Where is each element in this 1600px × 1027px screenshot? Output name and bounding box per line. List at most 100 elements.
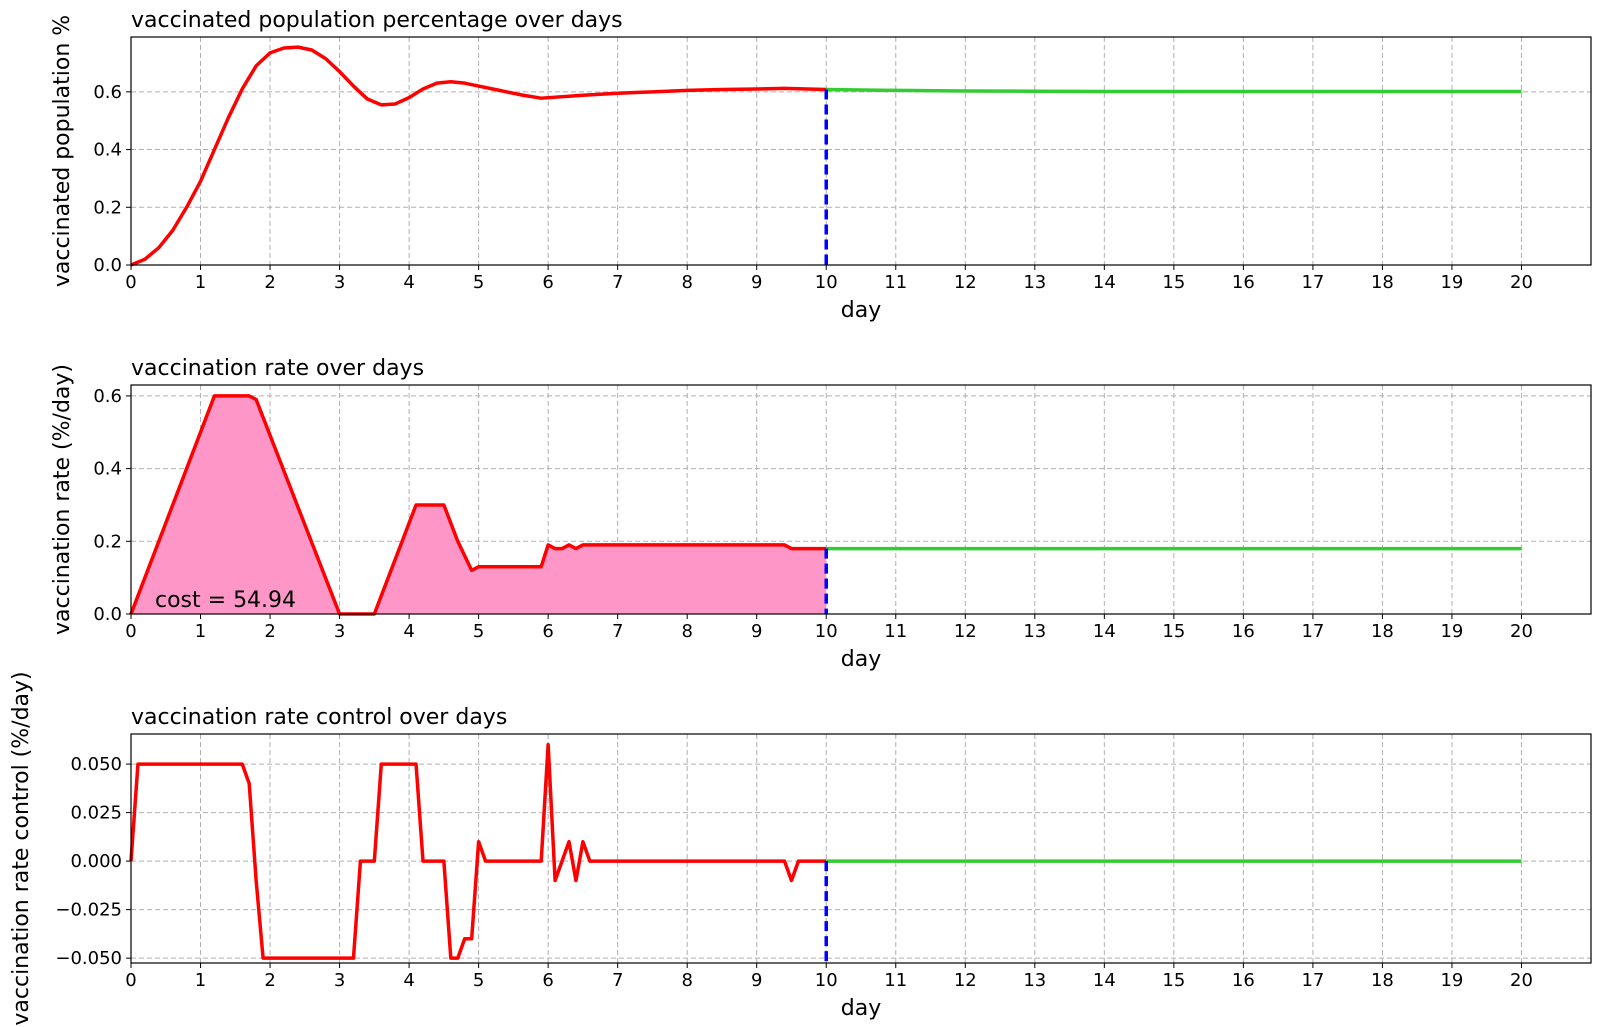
- cost-annotation: cost = 54.94: [155, 588, 296, 613]
- x-tick-label: 20: [1510, 272, 1533, 293]
- x-tick-label: 14: [1093, 970, 1116, 991]
- y-axis-label: vaccination rate (%/day): [50, 364, 75, 635]
- x-tick-label: 7: [612, 621, 623, 642]
- grid: [130, 37, 1591, 266]
- x-axis-label: day: [841, 647, 881, 672]
- x-tick-label: 12: [954, 621, 977, 642]
- x-tick-label: 16: [1232, 272, 1255, 293]
- x-tick-label: 19: [1440, 621, 1463, 642]
- x-tick-label: 6: [542, 272, 553, 293]
- x-tick-label: 18: [1371, 272, 1394, 293]
- chart-title: vaccination rate over days: [131, 356, 424, 381]
- x-tick-label: 2: [264, 272, 275, 293]
- x-tick-label: 4: [403, 272, 414, 293]
- x-tick-label: 17: [1301, 621, 1324, 642]
- x-tick-label: 0: [125, 970, 136, 991]
- x-tick-label: 11: [884, 970, 907, 991]
- x-tick-label: 8: [681, 970, 692, 991]
- x-tick-label: 19: [1440, 970, 1463, 991]
- x-tick-label: 6: [542, 621, 553, 642]
- x-tick-label: 14: [1093, 621, 1116, 642]
- x-tick-label: 0: [125, 621, 136, 642]
- y-tick-label: 0.0: [93, 255, 122, 276]
- chart-panel-2: 0 1 2 3 4 5 6 7 8 9 10 11 12 13 14 15 16 17 18 19 200.00.20.…: [50, 356, 1592, 672]
- axes-frame: [130, 36, 1592, 266]
- x-tick-label: 20: [1510, 621, 1533, 642]
- x-tick-label: 15: [1162, 621, 1185, 642]
- x-tick-label: 13: [1023, 272, 1046, 293]
- x-tick-label: 20: [1510, 970, 1533, 991]
- series-line-history: [130, 45, 827, 267]
- grid: [130, 734, 1591, 963]
- x-tick-label: 4: [403, 621, 414, 642]
- x-tick-label: 1: [195, 621, 206, 642]
- x-tick-label: 14: [1093, 272, 1116, 293]
- x-tick-label: 1: [195, 272, 206, 293]
- x-tick-label: 12: [954, 970, 977, 991]
- x-tick-label: 3: [334, 621, 345, 642]
- x-tick-label: 16: [1232, 970, 1255, 991]
- x-tick-label: 0: [125, 272, 136, 293]
- x-tick-label: 17: [1301, 272, 1324, 293]
- x-tick-label: 12: [954, 272, 977, 293]
- x-tick-label: 15: [1162, 272, 1185, 293]
- x-tick-label: 18: [1371, 621, 1394, 642]
- area-fill: [131, 395, 827, 614]
- x-tick-label: 9: [751, 970, 762, 991]
- axes-frame: [130, 384, 1592, 615]
- y-tick-label: 0.6: [93, 82, 122, 103]
- x-tick-label: 15: [1162, 970, 1185, 991]
- y-tick-label: 0.4: [93, 140, 122, 161]
- y-tick-label: 0.025: [70, 803, 122, 824]
- x-tick-label: 5: [473, 621, 484, 642]
- x-tick-label: 7: [612, 272, 623, 293]
- y-tick-label: 0.000: [70, 851, 122, 872]
- y-axis-label: vaccinated population %: [50, 15, 75, 287]
- series-line-forecast: [826, 87, 1522, 94]
- x-tick-label: 10: [815, 272, 838, 293]
- y-axis-label: vaccination rate control (%/day): [9, 671, 34, 1025]
- x-tick-label: 3: [334, 970, 345, 991]
- y-tick-label: 0.6: [93, 386, 122, 407]
- x-tick-label: 9: [751, 272, 762, 293]
- chart-title: vaccination rate control over days: [131, 705, 507, 730]
- x-tick-label: 6: [542, 970, 553, 991]
- series-line-history: [129, 394, 827, 616]
- x-tick-label: 18: [1371, 970, 1394, 991]
- x-tick-label: 11: [884, 272, 907, 293]
- y-tick-label: 0.4: [93, 459, 122, 480]
- axes-frame: [130, 733, 1592, 964]
- x-tick-label: 19: [1440, 272, 1463, 293]
- y-tick-label: −0.050: [55, 948, 122, 969]
- x-tick-label: 13: [1023, 621, 1046, 642]
- y-tick-label: 0.0: [93, 604, 122, 625]
- x-tick-label: 1: [195, 970, 206, 991]
- x-tick-label: 2: [264, 621, 275, 642]
- x-tick-label: 10: [815, 970, 838, 991]
- x-tick-label: 5: [473, 970, 484, 991]
- x-tick-label: 3: [334, 272, 345, 293]
- x-tick-label: 5: [473, 272, 484, 293]
- chart-title: vaccinated population percentage over da…: [131, 8, 623, 33]
- chart-panel-1: 0 1 2 3 4 5 6 7 8 9 10 11 12 13 14 15 16 17 18 19 200.00.20.…: [50, 8, 1592, 323]
- x-tick-label: 2: [264, 970, 275, 991]
- x-axis-label: day: [841, 996, 881, 1021]
- x-tick-label: 8: [681, 272, 692, 293]
- y-tick-label: 0.2: [93, 531, 122, 552]
- y-tick-label: 0.050: [70, 754, 122, 775]
- y-tick-label: 0.2: [93, 197, 122, 218]
- x-tick-label: 10: [815, 621, 838, 642]
- chart-panel-3: 0 1 2 3 4 5 6 7 8 9 10 11 12 13 14 15 16 17 18 19 20−0.050−0…: [9, 671, 1592, 1026]
- x-tick-label: 16: [1232, 621, 1255, 642]
- series-line-history: [129, 742, 827, 960]
- x-tick-label: 8: [681, 621, 692, 642]
- x-tick-label: 13: [1023, 970, 1046, 991]
- x-tick-label: 7: [612, 970, 623, 991]
- x-tick-label: 17: [1301, 970, 1324, 991]
- x-axis-label: day: [841, 298, 881, 323]
- y-tick-label: −0.025: [55, 900, 122, 921]
- x-tick-label: 11: [884, 621, 907, 642]
- x-tick-label: 4: [403, 970, 414, 991]
- grid: [130, 385, 1591, 615]
